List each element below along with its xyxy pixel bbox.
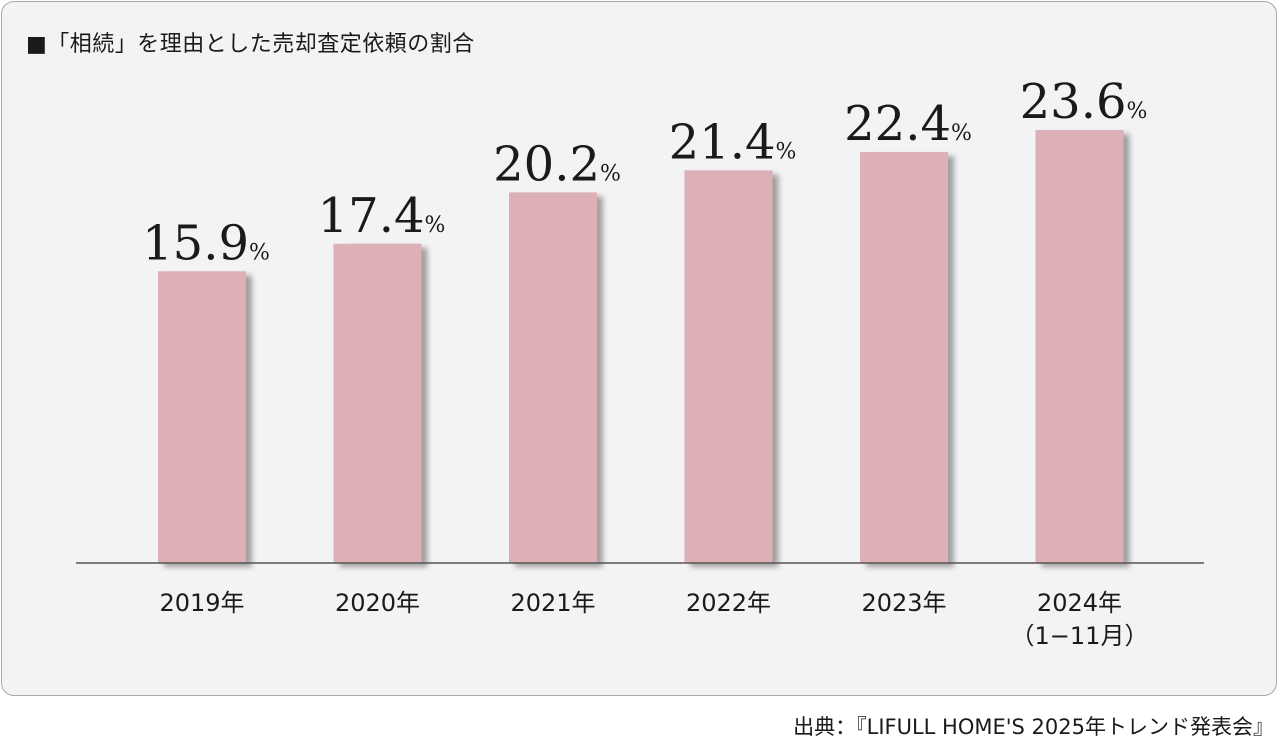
x-tick-label-5-sub: （1−11月）: [1011, 622, 1149, 650]
value-number: 20.2: [493, 136, 600, 192]
value-label-2: 20.2%: [493, 136, 621, 192]
value-label-1: 17.4%: [318, 188, 446, 244]
chart-title: ■「相続」を理由とした売却査定依頼の割合: [26, 32, 475, 57]
x-tick-label-4: 2023年: [861, 589, 946, 617]
value-number: 23.6: [1020, 74, 1127, 130]
value-unit: %: [775, 139, 796, 164]
value-number: 15.9: [142, 215, 249, 271]
bar-0: [158, 271, 246, 563]
bar-3: [684, 170, 773, 563]
bar-5: [1035, 130, 1124, 563]
value-label-0: 15.9%: [142, 215, 270, 271]
value-number: 22.4: [844, 96, 951, 152]
x-tick-label-0: 2019年: [159, 589, 244, 617]
x-tick-label-5: 2024年: [1037, 589, 1122, 617]
value-number: 17.4: [318, 188, 425, 244]
x-tick-labels-group: 2019年 2020年 2021年 2022年 2023年 2024年 （1−11月）: [159, 589, 1148, 650]
x-tick-label-2: 2021年: [510, 589, 595, 617]
value-unit: %: [249, 240, 270, 265]
source-note: 出典：『LIFULL HOME'S 2025年トレンド発表会』: [793, 715, 1274, 739]
value-labels-group: 15.9%17.4%20.2%21.4% 22.4%23.6%: [142, 74, 1147, 271]
value-label-4: 22.4%: [844, 96, 972, 152]
x-tick-label-3: 2022年: [686, 589, 771, 617]
value-unit: %: [424, 213, 445, 238]
x-tick-label-1: 2020年: [335, 589, 420, 617]
value-unit: %: [951, 121, 972, 146]
bars-group: [158, 130, 1124, 564]
bar-chart: 15.9%17.4%20.2%21.4% 22.4%23.6% 2019年 2020…: [76, 74, 1204, 650]
value-unit: %: [600, 161, 621, 186]
bar-1: [333, 243, 422, 563]
value-number: 21.4: [669, 114, 776, 170]
value-label-3: 21.4%: [669, 114, 797, 170]
bar-2: [509, 192, 597, 564]
value-label-5: 23.6%: [1020, 74, 1148, 130]
bar-4: [860, 152, 948, 563]
value-unit: %: [1126, 99, 1147, 124]
